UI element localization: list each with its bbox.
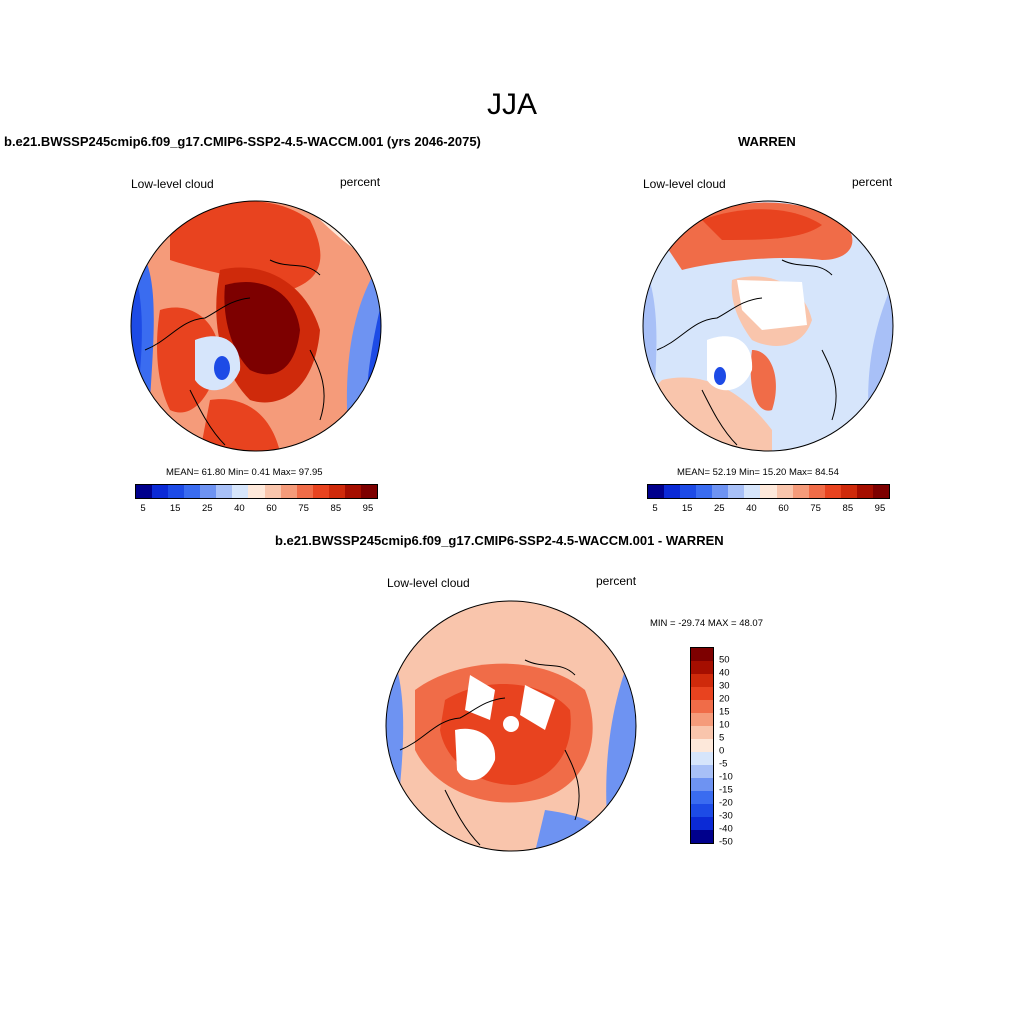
colorbar-swatch	[691, 739, 713, 752]
colorbar-label: 5	[719, 732, 725, 744]
colorbar-swatch	[712, 485, 729, 498]
colorbar-swatch	[691, 817, 713, 830]
colorbar-swatch	[691, 778, 713, 791]
colorbar-label: 5	[652, 503, 658, 514]
colorbar-swatch	[824, 485, 841, 498]
colorbar-label: 20	[719, 693, 730, 705]
panel-diff-title: b.e21.BWSSP245cmip6.f09_g17.CMIP6-SSP2-4…	[275, 533, 724, 548]
colorbar-swatch	[200, 485, 217, 498]
colorbar-swatch	[872, 485, 889, 498]
colorbar-label: 15	[169, 503, 181, 514]
colorbar-label: 25	[202, 503, 213, 514]
panel-diff-variable-label: Low-level cloud	[387, 576, 470, 590]
panel-left-title: b.e21.BWSSP245cmip6.f09_g17.CMIP6-SSP2-4…	[4, 134, 481, 149]
colorbar-swatch	[184, 485, 201, 498]
colorbar-swatch	[216, 485, 233, 498]
colorbar-swatch	[691, 661, 713, 674]
colorbar-label: -20	[719, 797, 733, 809]
colorbar-swatch	[691, 765, 713, 778]
colorbar-swatch	[691, 804, 713, 817]
colorbar-swatch	[808, 485, 825, 498]
colorbar-swatch	[344, 485, 361, 498]
colorbar-label: 40	[719, 667, 730, 679]
panel-left-stats: MEAN= 61.80 Min= 0.41 Max= 97.95	[166, 467, 323, 478]
colorbar-label: 85	[330, 503, 342, 514]
colorbar-swatch	[264, 485, 281, 498]
colorbar-swatch	[328, 485, 345, 498]
colorbar-label: 5	[140, 503, 146, 514]
panel-diff-colorbar	[690, 647, 714, 844]
colorbar-label: 10	[719, 719, 730, 731]
colorbar-swatch	[691, 752, 713, 765]
panel-right-units-label: percent	[852, 175, 893, 189]
colorbar-swatch	[691, 648, 713, 661]
colorbar-swatch	[648, 485, 665, 498]
colorbar-swatch	[792, 485, 809, 498]
colorbar-swatch	[691, 713, 713, 726]
panel-left-units-label: percent	[340, 175, 381, 189]
colorbar-swatch	[296, 485, 313, 498]
colorbar-swatch	[840, 485, 857, 498]
panel-right-stats: MEAN= 52.19 Min= 15.20 Max= 84.54	[677, 467, 839, 478]
colorbar-swatch	[744, 485, 761, 498]
colorbar-label: 15	[681, 503, 693, 514]
colorbar-swatch	[856, 485, 873, 498]
colorbar-label: 60	[778, 503, 789, 514]
main-title: JJA	[486, 88, 537, 121]
colorbar-label: 95	[874, 503, 886, 514]
colorbar-label: 40	[746, 503, 757, 514]
colorbar-label: -5	[719, 758, 728, 770]
colorbar-label: 15	[719, 706, 730, 718]
colorbar-swatch	[680, 485, 697, 498]
colorbar-swatch	[664, 485, 681, 498]
panel-left-polar-map	[130, 200, 382, 452]
colorbar-swatch	[691, 700, 713, 713]
colorbar-label: 95	[362, 503, 374, 514]
colorbar-swatch	[691, 674, 713, 687]
colorbar-swatch	[152, 485, 169, 498]
colorbar-label: 25	[714, 503, 725, 514]
colorbar-label: -40	[719, 823, 733, 835]
colorbar-swatch	[232, 485, 249, 498]
colorbar-label: -15	[719, 784, 733, 796]
panel-diff-units-label: percent	[596, 574, 637, 588]
colorbar-swatch	[696, 485, 713, 498]
colorbar-swatch	[312, 485, 329, 498]
colorbar-label: 85	[842, 503, 854, 514]
colorbar-label: -30	[719, 810, 733, 822]
colorbar-label: -10	[719, 771, 733, 783]
colorbar-label: 40	[234, 503, 245, 514]
colorbar-swatch	[728, 485, 745, 498]
colorbar-label: -50	[719, 836, 733, 848]
colorbar-swatch	[760, 485, 777, 498]
colorbar-swatch	[776, 485, 793, 498]
colorbar-label: 75	[298, 503, 309, 514]
colorbar-swatch	[360, 485, 377, 498]
colorbar-swatch	[168, 485, 185, 498]
panel-right-polar-map	[642, 200, 894, 452]
colorbar-label: 75	[810, 503, 821, 514]
colorbar-swatch	[248, 485, 265, 498]
panel-right-variable-label: Low-level cloud	[643, 177, 726, 191]
colorbar-swatch	[691, 726, 713, 739]
colorbar-label: 0	[719, 745, 725, 757]
panel-left-variable-label: Low-level cloud	[131, 177, 214, 191]
colorbar-swatch	[280, 485, 297, 498]
panel-diff-polar-map	[385, 600, 637, 852]
panel-diff-stats: MIN = -29.74 MAX = 48.07	[650, 618, 764, 629]
colorbar-swatch	[691, 687, 713, 700]
colorbar-swatch	[691, 791, 713, 804]
colorbar-swatch	[136, 485, 153, 498]
colorbar-label: 30	[719, 680, 730, 692]
panel-right-title: WARREN	[738, 134, 796, 149]
colorbar-label: 60	[266, 503, 277, 514]
colorbar-label: 50	[719, 654, 730, 666]
panel-right-colorbar	[647, 484, 890, 499]
panel-left-colorbar	[135, 484, 378, 499]
colorbar-swatch	[691, 830, 713, 843]
